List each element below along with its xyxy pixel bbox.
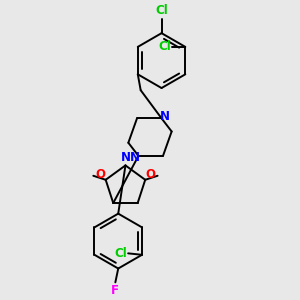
Text: Cl: Cl — [158, 40, 171, 53]
Text: O: O — [145, 168, 155, 182]
Text: F: F — [111, 284, 119, 297]
Text: O: O — [96, 168, 106, 182]
Text: N: N — [121, 151, 130, 164]
Text: N: N — [130, 151, 140, 164]
Text: Cl: Cl — [114, 247, 127, 260]
Text: Cl: Cl — [155, 4, 168, 17]
Text: N: N — [160, 110, 170, 123]
